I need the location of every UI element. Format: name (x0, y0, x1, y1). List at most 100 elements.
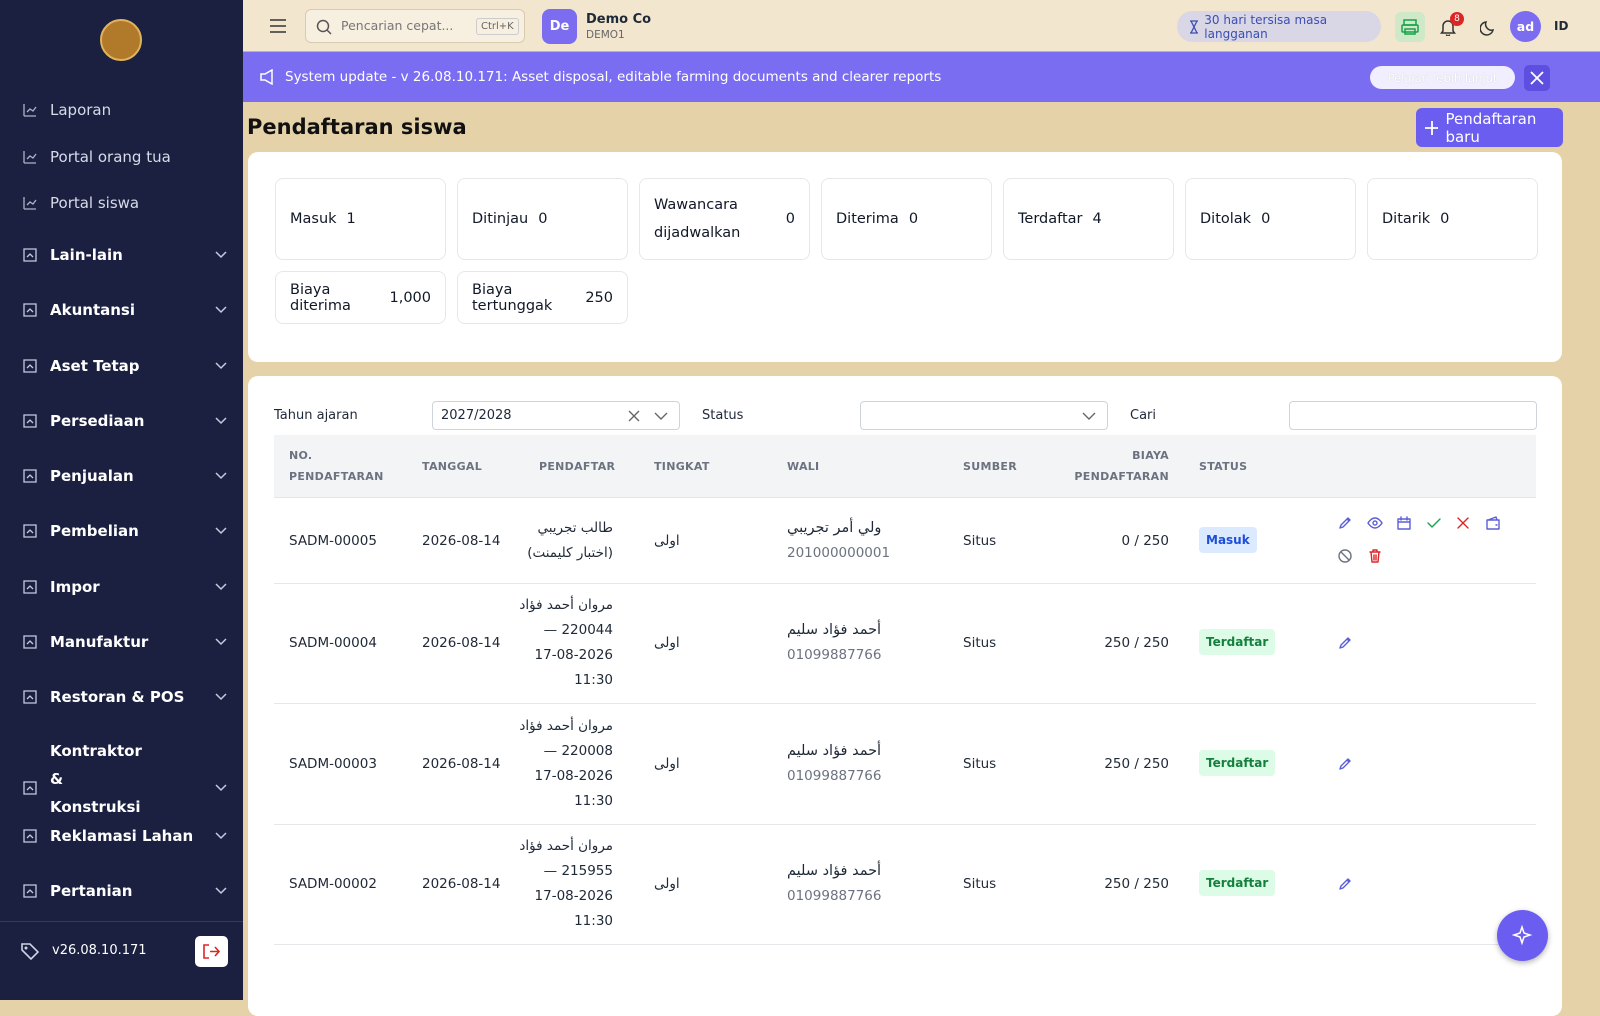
source: Situs (963, 876, 997, 892)
user-avatar[interactable]: ad (1510, 11, 1541, 42)
stat-label: Ditolak (1200, 211, 1252, 227)
nav-group-label: Restoran & POS (50, 688, 185, 706)
nav-link[interactable]: Laporan (22, 100, 227, 120)
stat-box: Masuk 1 (275, 178, 446, 260)
status-select[interactable] (860, 401, 1108, 430)
registration-no: SADM-00004 (289, 635, 377, 651)
edit-action[interactable] (1337, 876, 1353, 892)
chevron (215, 306, 227, 314)
year-select[interactable]: 2027/2028 (432, 401, 680, 430)
learn-more-text: Pelajari lebih lanjut (1387, 70, 1498, 85)
stat-box: Ditolak 0 (1185, 178, 1356, 260)
view-action[interactable] (1366, 515, 1383, 531)
nav-group[interactable]: Kontraktor & Konstruksi (22, 742, 227, 821)
chevron (215, 417, 227, 425)
nav-group[interactable]: Impor (22, 577, 227, 597)
nav-link[interactable]: Portal orang tua (22, 147, 227, 167)
stat-value: 250 (585, 289, 613, 306)
applicant: طالب تجريبي (اختبار كليمنت) (527, 519, 613, 561)
stats-card: Masuk 1 Ditinjau 0 Wawancara dijadwalkan 0 Dit… (248, 152, 1562, 362)
applicant: مروان أحمد فؤاد 220008 — 2026-08-17 11:3… (519, 717, 613, 809)
column-header: SUMBER (963, 460, 1017, 473)
search-label: Cari (1130, 408, 1156, 423)
assistant-button[interactable] (1497, 910, 1548, 961)
version: v26.08.10.171 (52, 943, 147, 958)
update-banner: System update - v 26.08.10.171: Asset di… (243, 52, 1600, 102)
menu-button[interactable] (269, 18, 287, 34)
schedule-action[interactable] (1396, 515, 1412, 531)
stat-box: Wawancara dijadwalkan 0 (639, 178, 810, 260)
edit-action[interactable] (1337, 515, 1353, 531)
column-header: PENDAFTAR (539, 460, 616, 473)
search-input[interactable] (1289, 401, 1537, 430)
nav-group[interactable]: Lain-lain (22, 245, 227, 265)
stat-value: 1 (346, 211, 356, 227)
subscription-pill[interactable]: 30 hari tersisa masa langganan (1177, 11, 1381, 42)
nav-group[interactable]: Persediaan (22, 411, 227, 431)
chevron (215, 251, 227, 259)
guardian-phone: 01099887766 (787, 767, 882, 784)
row-divider (274, 944, 1536, 945)
edit-action[interactable] (1337, 756, 1353, 772)
stat-value: 4 (1092, 211, 1102, 227)
accept-action[interactable] (1426, 515, 1442, 531)
column-header: WALI (787, 460, 820, 473)
registration-no: SADM-00002 (289, 876, 377, 892)
topbar: Pencarian cepat... Ctrl+K De Demo Co DEM… (243, 0, 1600, 52)
language[interactable]: ID (1554, 19, 1569, 33)
column-header: TANGGAL (422, 460, 483, 473)
level: اولى (654, 755, 680, 772)
nav-group-label: Akuntansi (50, 301, 135, 319)
sidebar: v26.08.10.171 Laporan Portal orang tua Por… (0, 0, 243, 1000)
nav-group-label: Manufaktur (50, 633, 149, 651)
withdraw-action[interactable] (1337, 548, 1353, 564)
stat-label: Biaya diterima (290, 281, 351, 314)
company-name: Demo Co (586, 12, 652, 27)
print-button[interactable] (1395, 12, 1425, 42)
new-registration-button[interactable]: Pendaftaran baru (1416, 108, 1563, 147)
nav-group[interactable]: Manufaktur (22, 632, 227, 652)
nav-group[interactable]: Penjualan (22, 466, 227, 486)
learn-more-button[interactable]: Pelajari lebih lanjut (1370, 66, 1515, 89)
search-box[interactable]: Pencarian cepat... Ctrl+K (305, 9, 525, 43)
fee: 250 / 250 (1104, 876, 1169, 892)
nav-group[interactable]: Pertanian (22, 881, 227, 901)
source: Situs (963, 635, 997, 651)
nav-link-label: Laporan (50, 101, 112, 119)
registration-no: SADM-00005 (289, 532, 377, 549)
guardian: أحمد فؤاد سليم (787, 742, 882, 759)
delete-action[interactable] (1367, 548, 1383, 564)
company-avatar[interactable]: De (542, 9, 577, 44)
nav-group[interactable]: Akuntansi (22, 300, 227, 320)
nav-group[interactable]: Pembelian (22, 521, 227, 541)
date: 2026-08-14 (422, 876, 501, 892)
payment-action[interactable] (1485, 515, 1501, 531)
nav-group[interactable]: Restoran & POS (22, 687, 227, 707)
nav-link-label: Portal orang tua (50, 147, 171, 166)
year-value: 2027/2028 (441, 408, 512, 423)
nav-group[interactable]: Reklamasi Lahan (22, 826, 227, 846)
stat-value: 0 (908, 211, 919, 227)
level: اولى (654, 532, 680, 549)
logout-button[interactable] (195, 936, 228, 967)
subscription-text: 30 hari tersisa masa langganan (1204, 12, 1328, 41)
nav-link[interactable]: Portal siswa (22, 193, 227, 213)
page-title: Pendaftaran siswa (247, 115, 467, 139)
stat-box: Biaya diterima 1,000 (275, 271, 446, 324)
column-header: NO. PENDAFTARAN (289, 449, 384, 483)
row-divider (274, 703, 1536, 704)
close-banner[interactable] (1524, 65, 1550, 91)
nav-group-label: Persediaan (50, 412, 145, 430)
stat-box: Terdaftar 4 (1003, 178, 1174, 260)
nav-group-label: Pembelian (50, 522, 139, 540)
stat-value: 0 (538, 211, 548, 227)
nav-group[interactable]: Aset Tetap (22, 356, 227, 376)
chevron (215, 887, 227, 895)
edit-action[interactable] (1337, 635, 1353, 651)
stat-value: 0 (785, 211, 795, 227)
stat-label: Terdaftar (1018, 211, 1083, 227)
date: 2026-08-14 (422, 532, 501, 549)
reject-action[interactable] (1455, 515, 1471, 531)
theme-toggle[interactable] (1480, 19, 1497, 36)
guardian-phone: 01099887766 (787, 647, 882, 663)
